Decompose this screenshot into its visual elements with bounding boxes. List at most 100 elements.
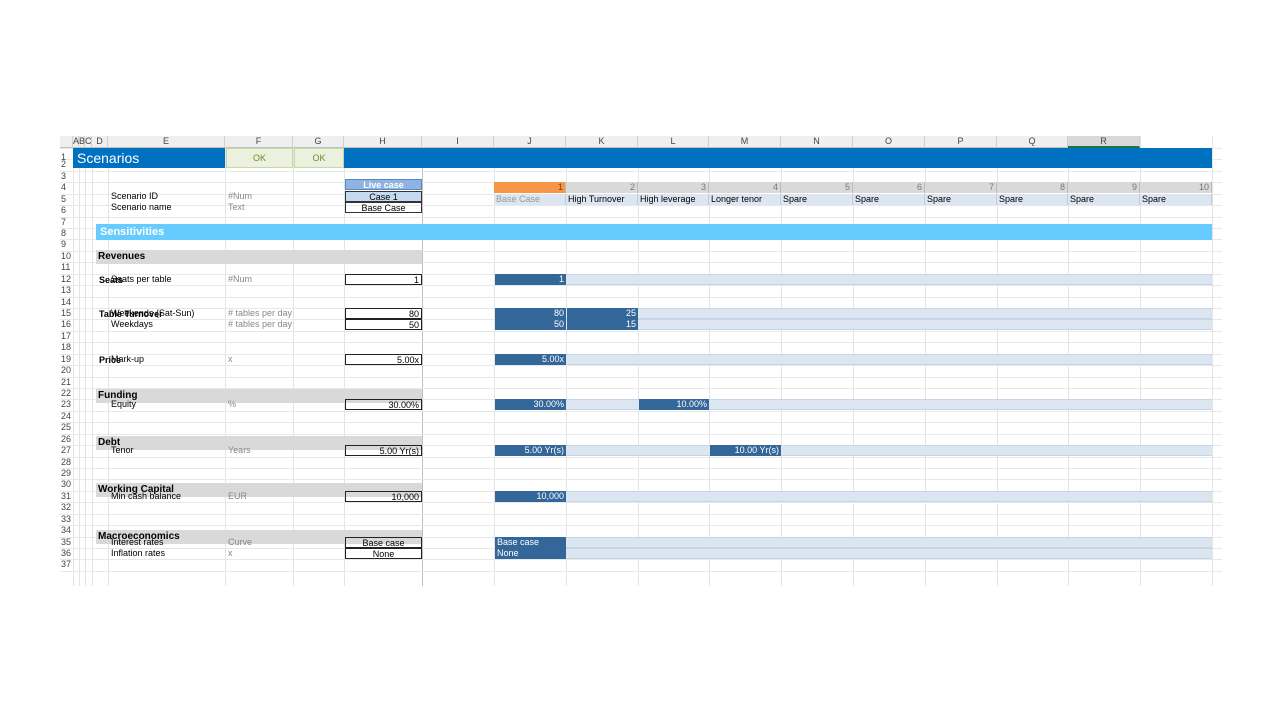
scenario-number-cell[interactable]: 8 xyxy=(997,182,1068,193)
scenario-name-cell[interactable]: Spare xyxy=(997,194,1068,205)
column-header-e[interactable]: E xyxy=(108,136,225,148)
base-case-value-markup[interactable]: 5.00x xyxy=(495,354,566,365)
scenario-input-band[interactable] xyxy=(495,445,1212,456)
scenario-name-cell[interactable]: High Turnover xyxy=(566,194,638,205)
row-number[interactable]: 27 xyxy=(61,445,72,455)
base-case-value-weekends[interactable]: 80 xyxy=(495,308,566,319)
check-cell-f1[interactable]: OK xyxy=(294,148,344,168)
column-header-j[interactable]: J xyxy=(494,136,566,148)
scenario-number-cell[interactable]: 6 xyxy=(853,182,925,193)
row-number[interactable]: 1 xyxy=(61,152,67,162)
column-header-g[interactable]: G xyxy=(293,136,344,148)
scenario-input-band[interactable] xyxy=(495,354,1212,365)
row-number[interactable]: 20 xyxy=(61,365,72,375)
row-number[interactable]: 7 xyxy=(61,217,67,227)
scenario-id-input[interactable]: Case 1 xyxy=(345,191,422,202)
scenario-input-band[interactable] xyxy=(495,319,1212,330)
row-number[interactable]: 10 xyxy=(61,251,72,261)
scenario-name-cell[interactable]: Base Case xyxy=(494,194,566,205)
alt-scenario-value-equity[interactable]: 10.00% xyxy=(639,399,709,410)
row-number[interactable]: 9 xyxy=(61,239,67,249)
row-number[interactable]: 24 xyxy=(61,411,72,421)
check-cell-e1[interactable]: OK xyxy=(226,148,293,168)
column-header-f[interactable]: F xyxy=(225,136,293,148)
column-header-n[interactable]: N xyxy=(781,136,853,148)
alt-scenario-value-weekends[interactable]: 25 xyxy=(567,308,638,319)
row-number[interactable]: 8 xyxy=(61,228,67,238)
row-number[interactable]: 15 xyxy=(61,308,72,318)
column-header-m[interactable]: M xyxy=(709,136,781,148)
row-number[interactable]: 18 xyxy=(61,342,72,352)
select-all-corner[interactable] xyxy=(60,136,73,148)
row-number[interactable]: 5 xyxy=(61,194,67,204)
base-case-value-inflation[interactable]: None xyxy=(495,548,566,559)
row-number[interactable]: 6 xyxy=(61,205,67,215)
row-number[interactable]: 3 xyxy=(61,171,67,181)
scenario-name-cell[interactable]: Spare xyxy=(925,194,997,205)
row-number[interactable]: 32 xyxy=(61,502,72,512)
row-number[interactable]: 4 xyxy=(61,182,67,192)
scenario-input-band[interactable] xyxy=(495,491,1212,502)
column-header-p[interactable]: P xyxy=(925,136,997,148)
row-number[interactable]: 33 xyxy=(61,514,72,524)
row-number[interactable]: 31 xyxy=(61,491,72,501)
row-number[interactable]: 34 xyxy=(61,525,72,535)
scenario-number-cell[interactable]: 2 xyxy=(566,182,638,193)
scenario-input-band[interactable] xyxy=(495,548,1212,559)
row-number[interactable]: 17 xyxy=(61,331,72,341)
scenario-input-band[interactable] xyxy=(495,308,1212,319)
row-number[interactable]: 12 xyxy=(61,274,72,284)
scenario-input-band[interactable] xyxy=(495,399,1212,410)
base-case-value-tenor[interactable]: 5.00 Yr(s) xyxy=(495,445,566,456)
row-number[interactable]: 29 xyxy=(61,468,72,478)
row-number[interactable]: 36 xyxy=(61,548,72,558)
scenario-input-band[interactable] xyxy=(495,537,1212,548)
base-case-value-equity[interactable]: 30.00% xyxy=(495,399,566,410)
scenario-input-band[interactable] xyxy=(495,274,1212,285)
column-header-o[interactable]: O xyxy=(853,136,925,148)
scenario-name-cell[interactable]: Longer tenor xyxy=(709,194,781,205)
scenario-number-cell[interactable]: 3 xyxy=(638,182,709,193)
base-case-value-min-cash[interactable]: 10,000 xyxy=(495,491,566,502)
base-case-value-seats-per-table[interactable]: 1 xyxy=(495,274,566,285)
scenario-number-cell[interactable]: 9 xyxy=(1068,182,1140,193)
scenario-number-cell[interactable]: 1 xyxy=(494,182,566,193)
row-number[interactable]: 14 xyxy=(61,297,72,307)
row-number[interactable]: 19 xyxy=(61,354,72,364)
row-number[interactable]: 22 xyxy=(61,388,72,398)
base-case-value-interest[interactable]: Base case xyxy=(495,537,566,548)
scenario-name-cell[interactable]: Spare xyxy=(853,194,925,205)
column-header-b[interactable]: B xyxy=(79,136,86,148)
scenario-name-cell[interactable]: High leverage xyxy=(638,194,709,205)
column-header-i[interactable]: I xyxy=(422,136,494,148)
row-number[interactable]: 23 xyxy=(61,399,72,409)
column-header-l[interactable]: L xyxy=(638,136,709,148)
column-header-d[interactable]: D xyxy=(92,136,108,148)
row-number[interactable]: 16 xyxy=(61,319,72,329)
column-header-h[interactable]: H xyxy=(344,136,422,148)
base-case-value-weekdays[interactable]: 50 xyxy=(495,319,566,330)
scenario-number-cell[interactable]: 4 xyxy=(709,182,781,193)
scenario-name-cell[interactable]: Spare xyxy=(781,194,853,205)
scenario-number-cell[interactable]: 5 xyxy=(781,182,853,193)
scenario-number-cell[interactable]: 7 xyxy=(925,182,997,193)
row-number[interactable]: 21 xyxy=(61,377,72,387)
column-header-r[interactable]: R xyxy=(1068,136,1140,148)
scenario-name-cell[interactable]: Spare xyxy=(1140,194,1212,205)
alt-scenario-value-tenor[interactable]: 10.00 Yr(s) xyxy=(710,445,781,456)
column-header-q[interactable]: Q xyxy=(997,136,1068,148)
scenario-name-cell[interactable]: Spare xyxy=(1068,194,1140,205)
row-number[interactable]: 11 xyxy=(61,262,71,272)
row-number[interactable]: 25 xyxy=(61,422,72,432)
row-number[interactable]: 28 xyxy=(61,457,72,467)
row-number[interactable]: 35 xyxy=(61,537,72,547)
row-number[interactable]: 37 xyxy=(61,559,72,569)
row-number[interactable]: 2 xyxy=(61,159,67,169)
alt-scenario-value-weekdays[interactable]: 15 xyxy=(567,319,638,330)
row-number[interactable]: 30 xyxy=(61,479,72,489)
row-number[interactable]: 26 xyxy=(61,434,72,444)
column-header-k[interactable]: K xyxy=(566,136,638,148)
column-header-c[interactable]: C xyxy=(85,136,92,148)
scenario-number-cell[interactable]: 10 xyxy=(1140,182,1212,193)
row-number[interactable]: 13 xyxy=(61,285,72,295)
